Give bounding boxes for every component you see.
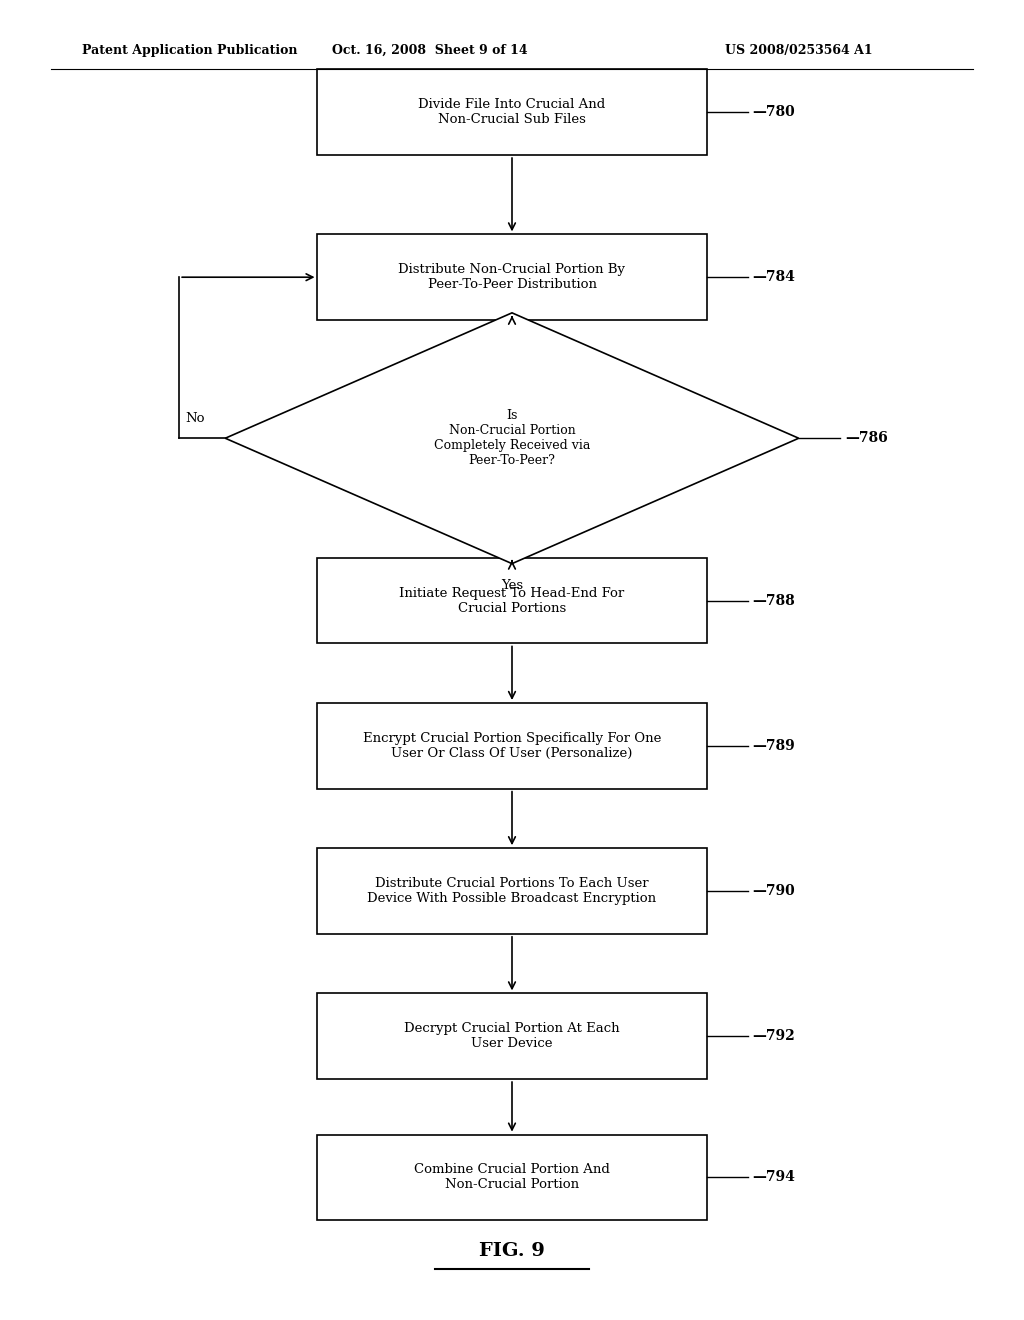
FancyBboxPatch shape [317, 1134, 707, 1220]
Text: Initiate Request To Head-End For
Crucial Portions: Initiate Request To Head-End For Crucial… [399, 586, 625, 615]
Text: —790: —790 [753, 884, 796, 898]
Text: Oct. 16, 2008  Sheet 9 of 14: Oct. 16, 2008 Sheet 9 of 14 [332, 44, 528, 57]
Text: —780: —780 [753, 106, 796, 119]
FancyBboxPatch shape [317, 69, 707, 154]
Text: US 2008/0253564 A1: US 2008/0253564 A1 [725, 44, 872, 57]
FancyBboxPatch shape [317, 849, 707, 935]
FancyBboxPatch shape [317, 235, 707, 319]
Polygon shape [225, 313, 799, 564]
Text: Is
Non-Crucial Portion
Completely Received via
Peer-To-Peer?: Is Non-Crucial Portion Completely Receiv… [434, 409, 590, 467]
Text: Encrypt Crucial Portion Specifically For One
User Or Class Of User (Personalize): Encrypt Crucial Portion Specifically For… [362, 731, 662, 760]
Text: —794: —794 [753, 1171, 796, 1184]
FancyBboxPatch shape [317, 704, 707, 789]
Text: —792: —792 [753, 1030, 796, 1043]
Text: —784: —784 [753, 271, 796, 284]
Text: FIG. 9: FIG. 9 [479, 1242, 545, 1261]
Text: Decrypt Crucial Portion At Each
User Device: Decrypt Crucial Portion At Each User Dev… [404, 1022, 620, 1051]
Text: Patent Application Publication: Patent Application Publication [82, 44, 297, 57]
FancyBboxPatch shape [317, 557, 707, 643]
Text: Divide File Into Crucial And
Non-Crucial Sub Files: Divide File Into Crucial And Non-Crucial… [419, 98, 605, 127]
Text: —789: —789 [753, 739, 796, 752]
FancyBboxPatch shape [317, 993, 707, 1080]
Text: Distribute Non-Crucial Portion By
Peer-To-Peer Distribution: Distribute Non-Crucial Portion By Peer-T… [398, 263, 626, 292]
Text: Yes: Yes [501, 579, 523, 593]
Text: Distribute Crucial Portions To Each User
Device With Possible Broadcast Encrypti: Distribute Crucial Portions To Each User… [368, 876, 656, 906]
Text: —786: —786 [845, 432, 888, 445]
Text: Combine Crucial Portion And
Non-Crucial Portion: Combine Crucial Portion And Non-Crucial … [414, 1163, 610, 1192]
Text: —788: —788 [753, 594, 796, 607]
Text: No: No [185, 412, 205, 425]
